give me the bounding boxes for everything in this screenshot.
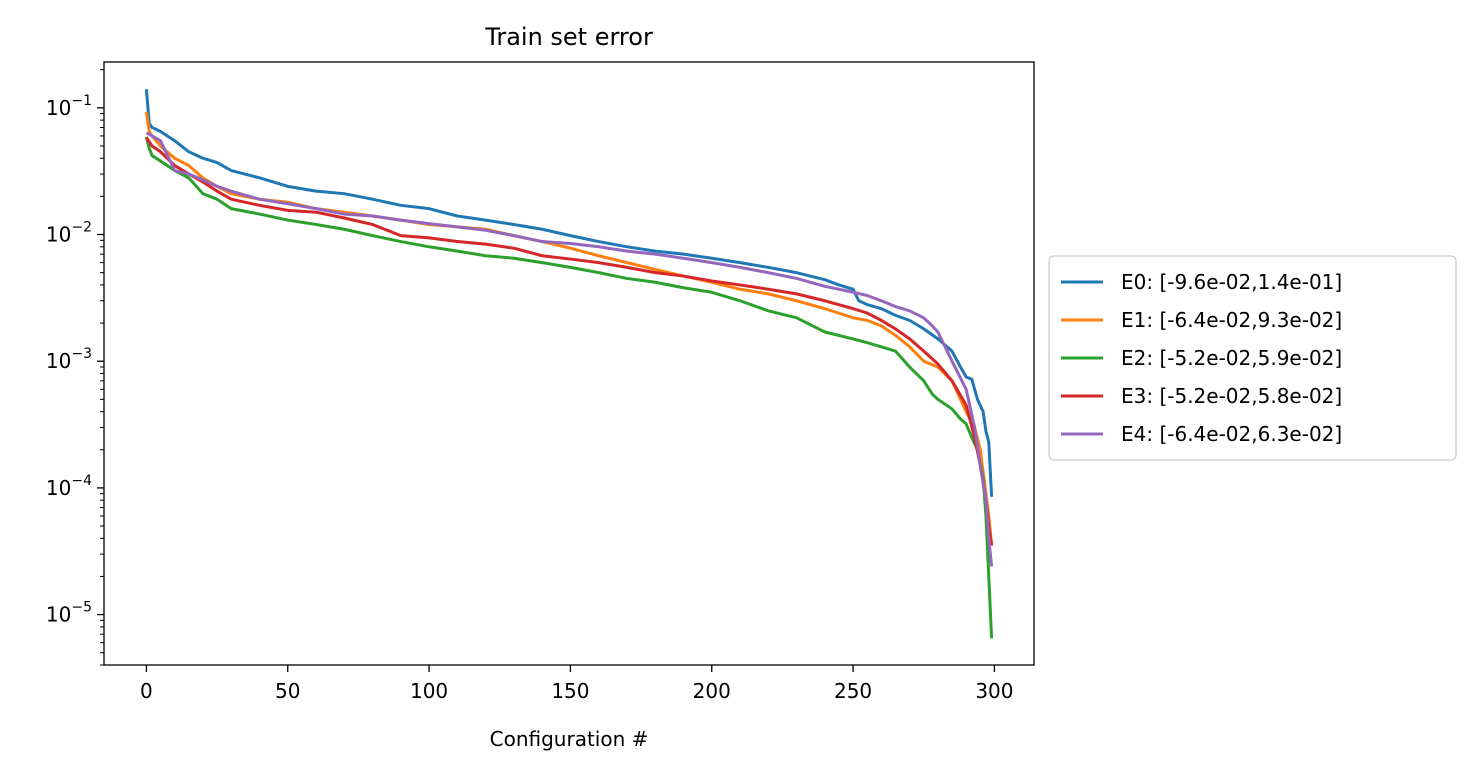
chart-title: Train set error [484, 23, 653, 51]
series-line-e1 [144, 111, 994, 545]
y-tick-label: 10−3 [46, 346, 92, 373]
series-line-e0 [144, 89, 994, 497]
x-tick-label: 50 [275, 679, 300, 703]
series-line-e3 [145, 136, 994, 546]
legend-entry-label: E2: [-5.2e-02,5.9e-02] [1121, 346, 1342, 370]
legend-entry-label: E4: [-6.4e-02,6.3e-02] [1121, 422, 1342, 446]
y-tick-label: 10−2 [46, 220, 92, 247]
x-tick-label: 300 [975, 679, 1013, 703]
legend: E0: [-9.6e-02,1.4e-01] E1: [-6.4e-02,9.3e… [1048, 255, 1457, 461]
y-axis: 10−5 10−4 10−3 10−2 10−1 [46, 69, 104, 666]
legend-entry-label: E3: [-5.2e-02,5.8e-02] [1121, 384, 1342, 408]
x-tick-label: 100 [410, 679, 448, 703]
x-tick-label: 150 [551, 679, 589, 703]
y-tick-label: 10−1 [46, 93, 92, 120]
legend-entry-label: E1: [-6.4e-02,9.3e-02] [1121, 308, 1342, 332]
x-axis: 0 50 100 150 200 250 300 [140, 665, 1014, 703]
x-tick-label: 250 [834, 679, 872, 703]
series-layer [144, 89, 994, 639]
series-line-e2 [144, 136, 994, 639]
y-tick-label: 10−5 [46, 600, 92, 627]
legend-box [1048, 255, 1457, 461]
series-line-e4 [145, 131, 994, 567]
legend-entry-label: E0: [-9.6e-02,1.4e-01] [1121, 270, 1342, 294]
plot-frame [103, 61, 1035, 666]
x-axis-label: Configuration # [490, 727, 649, 751]
x-tick-label: 0 [140, 679, 153, 703]
y-tick-label: 10−4 [46, 473, 92, 500]
x-tick-label: 200 [693, 679, 731, 703]
